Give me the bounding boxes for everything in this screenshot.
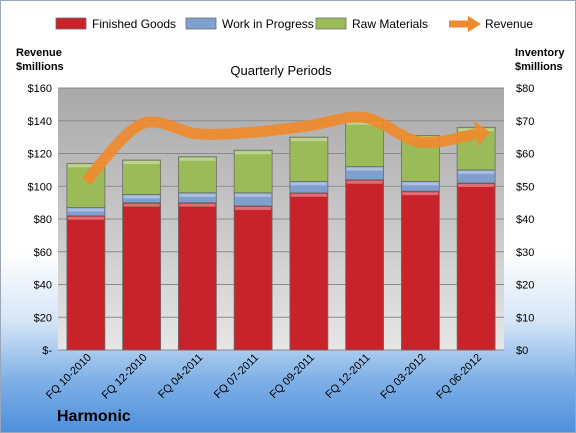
left-tick-label: $20	[34, 312, 52, 324]
left-axis-title-line2: $millions	[16, 61, 64, 73]
bar-finished-goods	[233, 205, 273, 351]
bar-highlight	[235, 151, 272, 155]
left-tick-label: $60	[34, 247, 52, 259]
bar-raw-materials	[345, 120, 385, 167]
bar-finished-goods	[177, 202, 217, 351]
left-tick-label: $120	[28, 149, 52, 161]
category-label: FQ 03-2012	[379, 352, 429, 402]
right-tick-label: $50	[516, 181, 534, 193]
right-tick-label: $30	[516, 247, 534, 259]
bar-highlight	[290, 193, 327, 197]
bar-highlight	[179, 193, 216, 197]
bar-highlight	[458, 183, 495, 187]
right-tick-label: $60	[516, 149, 534, 161]
category-label: FQ 04-2011	[156, 352, 205, 401]
bar-highlight	[123, 161, 160, 165]
bar-highlight	[179, 157, 216, 161]
company-name: Harmonic	[57, 408, 131, 425]
right-axis-title-line1: Inventory	[515, 47, 565, 59]
bar-raw-materials	[233, 149, 273, 194]
bar-highlight	[67, 164, 104, 168]
bar-highlight	[290, 182, 327, 186]
category-label: FQ 09-2011	[268, 352, 317, 401]
left-tick-label: $140	[28, 116, 52, 128]
category-label: FQ 10-2010	[44, 352, 94, 402]
bar-stacks	[66, 120, 496, 351]
right-axis-title-line2: $millions	[515, 61, 563, 73]
legend-label-work-in-progress: Work in Progress	[222, 17, 314, 31]
category-label: FQ 07-2011	[212, 352, 261, 401]
bar-highlight	[67, 216, 104, 220]
bar-highlight	[402, 192, 439, 196]
bar-highlight	[235, 206, 272, 210]
revenue-line	[81, 111, 490, 186]
revenue-line-path	[81, 111, 478, 186]
chart-title: Quarterly Periods	[230, 63, 332, 78]
bar-raw-materials	[122, 159, 162, 195]
left-tick-label: $-	[42, 345, 52, 357]
left-axis-title-line1: Revenue	[16, 47, 62, 59]
bar-raw-materials	[177, 156, 217, 194]
right-tick-label: $0	[516, 345, 528, 357]
bar-finished-goods	[289, 192, 329, 351]
bar-highlight	[458, 170, 495, 174]
category-label: FQ 06-2012	[434, 352, 484, 402]
left-tick-label: $100	[28, 181, 52, 193]
bar-highlight	[235, 193, 272, 197]
bar-finished-goods	[66, 215, 106, 351]
right-tick-label: $20	[516, 280, 534, 292]
legend-arrow-revenue	[468, 16, 481, 32]
bar-highlight	[123, 195, 160, 199]
bar-highlight	[67, 208, 104, 212]
bar-raw-materials	[289, 136, 329, 182]
right-tick-label: $70	[516, 116, 534, 128]
bar-highlight	[402, 182, 439, 186]
legend-swatch-raw-materials	[315, 17, 347, 30]
legend-label-finished-goods: Finished Goods	[92, 17, 176, 31]
legend-swatch-finished-goods	[55, 17, 87, 30]
revenue-arrowhead	[474, 120, 490, 147]
legend-swatch-work-in-progress	[185, 17, 217, 30]
left-tick-label: $40	[34, 280, 52, 292]
left-tick-label: $80	[34, 214, 52, 226]
left-tick-label: $160	[28, 83, 52, 95]
bar-finished-goods	[456, 182, 496, 351]
category-label: FQ 12-2010	[100, 352, 150, 402]
bar-highlight	[123, 203, 160, 207]
bar-highlight	[346, 121, 383, 125]
bar-highlight	[346, 167, 383, 171]
right-tick-label: $80	[516, 83, 534, 95]
legend-label-revenue: Revenue	[485, 17, 533, 31]
bar-finished-goods	[400, 190, 440, 351]
bar-highlight	[346, 180, 383, 184]
bar-finished-goods	[122, 202, 162, 351]
right-tick-label: $10	[516, 312, 534, 324]
right-tick-label: $40	[516, 214, 534, 226]
legend-label-raw-materials: Raw Materials	[352, 17, 428, 31]
legend: Finished Goods Work in Progress Raw Materi…	[55, 16, 533, 32]
category-label: FQ 12-2011	[323, 352, 372, 401]
bar-highlight	[179, 203, 216, 207]
bar-highlight	[290, 138, 327, 142]
bar-finished-goods	[345, 179, 385, 351]
